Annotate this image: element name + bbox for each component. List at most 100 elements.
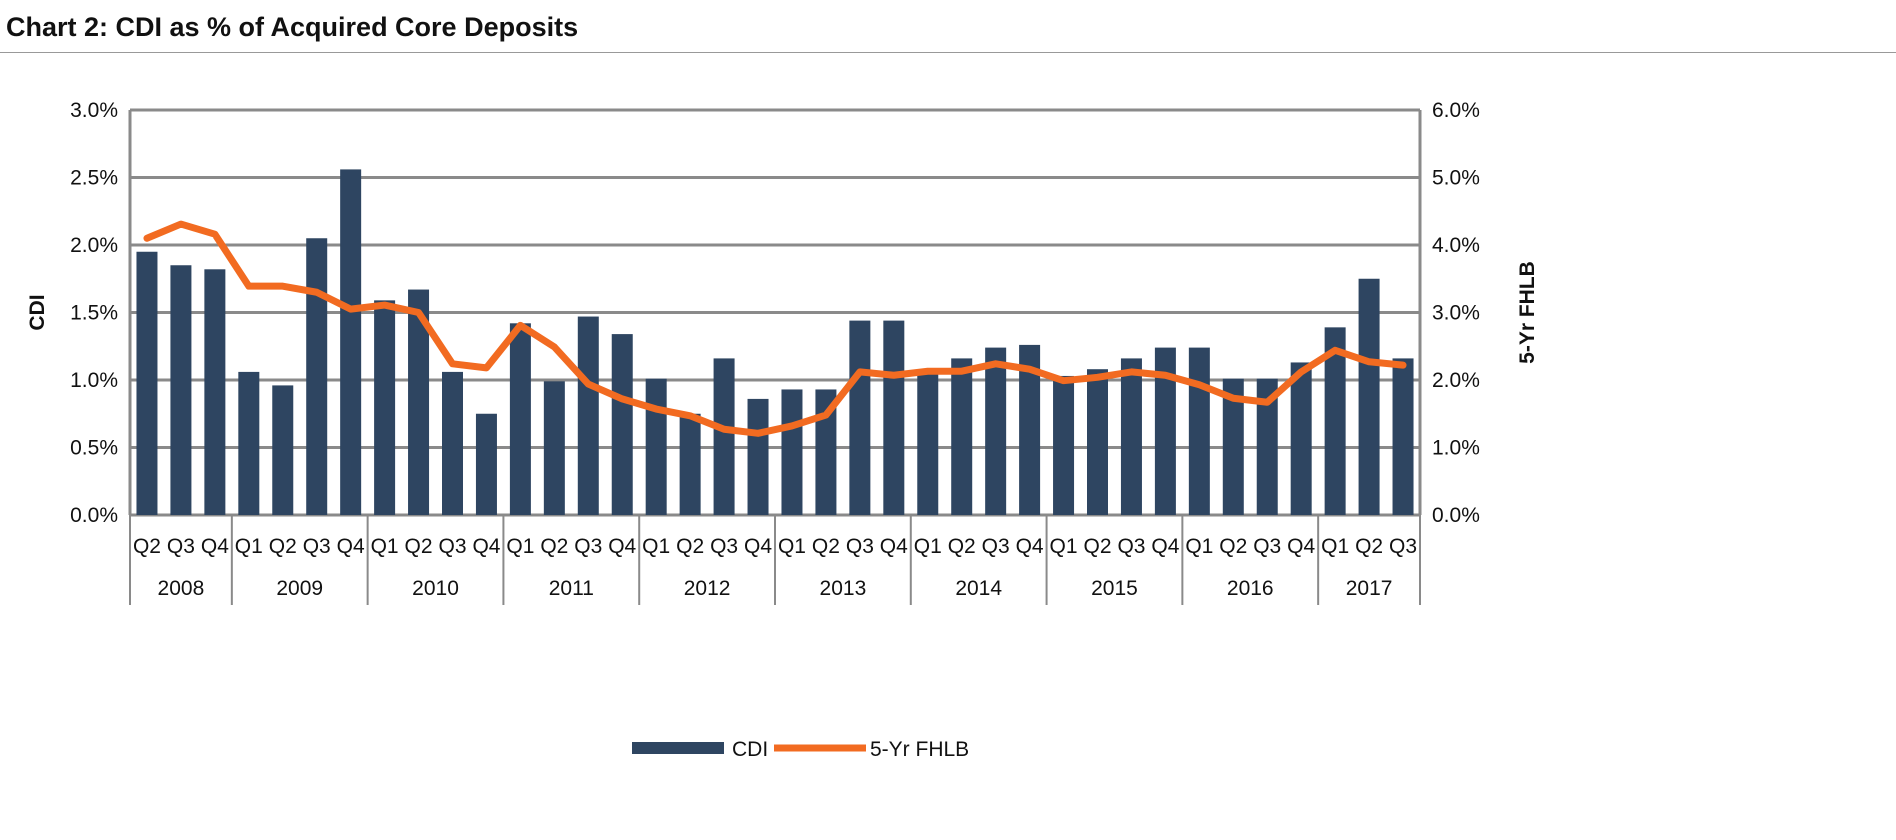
quarter-label: Q4 — [1151, 535, 1179, 558]
bar-cdi — [577, 316, 599, 515]
bar-cdi — [781, 389, 803, 515]
year-label: 2016 — [1227, 577, 1274, 600]
bar-cdi — [170, 265, 192, 515]
year-label: 2008 — [158, 577, 205, 600]
quarter-label: Q1 — [235, 535, 263, 558]
bar-cdi — [238, 371, 260, 515]
legend-label-5yr-fhlb: 5-Yr FHLB — [870, 738, 969, 761]
quarter-label: Q3 — [1117, 535, 1145, 558]
bar-cdi — [1019, 344, 1041, 515]
bar-cdi — [204, 269, 226, 515]
quarter-label: Q2 — [540, 535, 568, 558]
left-tick-label: 3.0% — [70, 99, 118, 122]
quarter-label: Q2 — [812, 535, 840, 558]
quarter-label: Q1 — [506, 535, 534, 558]
right-axis-title: 5-Yr FHLB — [1516, 261, 1539, 364]
quarter-label: Q2 — [1219, 535, 1247, 558]
left-tick-label: 0.0% — [70, 504, 118, 527]
bar-cdi — [1324, 327, 1346, 515]
bar-cdi — [1053, 375, 1075, 515]
bar-cdi — [679, 413, 701, 515]
quarter-label: Q1 — [642, 535, 670, 558]
quarter-label: Q4 — [608, 535, 636, 558]
quarter-label: Q3 — [438, 535, 466, 558]
quarter-label: Q4 — [880, 535, 908, 558]
quarter-label: Q1 — [1185, 535, 1213, 558]
left-tick-label: 1.0% — [70, 369, 118, 392]
year-label: 2015 — [1091, 577, 1138, 600]
quarter-label: Q1 — [1050, 535, 1078, 558]
bar-cdi — [306, 238, 328, 515]
year-label: 2017 — [1346, 577, 1393, 600]
bar-cdi — [917, 371, 939, 515]
right-tick-label: 1.0% — [1432, 437, 1480, 460]
bar-cdi — [611, 334, 633, 515]
right-tick-label: 6.0% — [1432, 99, 1480, 122]
left-tick-label: 1.5% — [70, 302, 118, 325]
quarter-label: Q4 — [744, 535, 772, 558]
quarter-label: Q1 — [371, 535, 399, 558]
bar-cdi — [509, 323, 531, 515]
left-tick-label: 0.5% — [70, 437, 118, 460]
quarter-label: Q2 — [948, 535, 976, 558]
quarter-label: Q4 — [1287, 535, 1315, 558]
left-tick-label: 2.0% — [70, 234, 118, 257]
right-tick-label: 2.0% — [1432, 369, 1480, 392]
bar-cdi — [1154, 347, 1176, 515]
quarter-label: Q2 — [1083, 535, 1111, 558]
bar-cdi — [1358, 278, 1380, 515]
year-label: 2014 — [955, 577, 1002, 600]
right-tick-label: 5.0% — [1432, 167, 1480, 190]
bar-cdi — [1087, 369, 1108, 515]
bar-cdi — [815, 389, 837, 515]
bar-cdi — [1392, 358, 1414, 515]
quarter-label: Q2 — [676, 535, 704, 558]
quarter-label: Q1 — [914, 535, 942, 558]
quarter-label: Q3 — [303, 535, 331, 558]
year-label: 2011 — [549, 577, 594, 600]
bar-cdi — [747, 398, 769, 515]
bar-cdi — [985, 347, 1007, 515]
bar-cdi — [408, 289, 430, 515]
bar-cdi — [1290, 362, 1312, 515]
bar-cdi — [374, 300, 396, 515]
year-label: 2012 — [684, 577, 731, 600]
quarter-label: Q3 — [1389, 535, 1417, 558]
legend-swatch-cdi — [632, 742, 724, 754]
legend-label-cdi: CDI — [732, 738, 768, 761]
bar-cdi — [1188, 347, 1210, 515]
year-label: 2013 — [820, 577, 867, 600]
quarter-label: Q4 — [337, 535, 365, 558]
left-tick-label: 2.5% — [70, 167, 118, 190]
quarter-label: Q2 — [405, 535, 433, 558]
quarter-label: Q1 — [778, 535, 806, 558]
left-axis-title: CDI — [26, 294, 49, 330]
bar-cdi — [1256, 378, 1278, 515]
quarter-label: Q4 — [201, 535, 229, 558]
quarter-label: Q3 — [167, 535, 195, 558]
quarter-label: Q2 — [1355, 535, 1383, 558]
bar-cdi — [883, 320, 905, 515]
bar-cdi — [713, 358, 735, 515]
year-label: 2009 — [276, 577, 323, 600]
quarter-label: Q3 — [710, 535, 738, 558]
quarter-label: Q3 — [574, 535, 602, 558]
quarter-label: Q1 — [1321, 535, 1349, 558]
quarter-label: Q2 — [133, 535, 161, 558]
right-tick-label: 4.0% — [1432, 234, 1480, 257]
bar-cdi — [543, 381, 565, 515]
bar-cdi — [849, 320, 871, 515]
bar-cdi — [340, 169, 362, 515]
bar-cdi — [272, 385, 294, 515]
chart-title: Chart 2: CDI as % of Acquired Core Depos… — [6, 12, 579, 42]
quarter-label: Q4 — [472, 535, 500, 558]
bar-cdi — [136, 251, 158, 515]
bar-cdi — [1222, 378, 1244, 515]
bar-cdi — [475, 413, 497, 515]
year-label: 2010 — [412, 577, 459, 600]
bar-cdi — [951, 358, 973, 515]
quarter-label: Q2 — [269, 535, 297, 558]
quarter-label: Q3 — [846, 535, 874, 558]
quarter-label: Q3 — [1253, 535, 1281, 558]
